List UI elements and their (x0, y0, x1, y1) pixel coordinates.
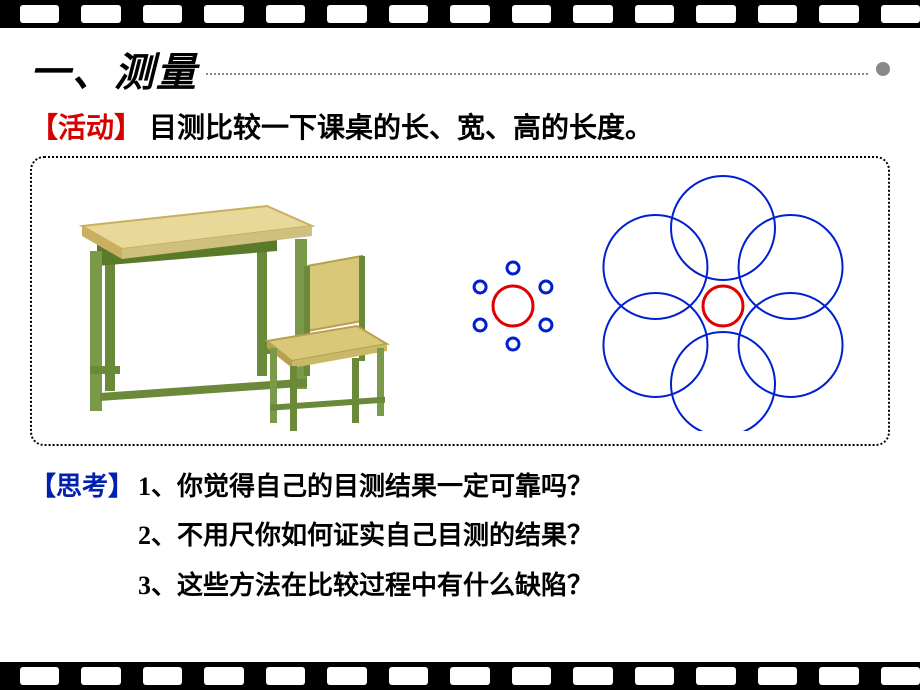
film-hole (20, 667, 59, 685)
film-hole (389, 667, 428, 685)
page-title: 一、测量 (30, 40, 198, 98)
film-hole (758, 667, 797, 685)
film-hole (204, 5, 243, 23)
film-hole (881, 5, 920, 23)
film-hole (881, 667, 920, 685)
film-hole (573, 5, 612, 23)
activity-text: 目测比较一下课桌的长、宽、高的长度。 (149, 113, 653, 144)
think-label: 【思考】 (30, 462, 134, 610)
illustration-box (30, 156, 890, 446)
film-hole (327, 5, 366, 23)
desk-chair-illustration (57, 171, 412, 431)
film-hole (20, 5, 59, 23)
film-hole (204, 667, 243, 685)
film-hole (819, 667, 858, 685)
slide-content: 一、测量 【活动】 目测比较一下课桌的长、宽、高的长度。 (0, 28, 920, 662)
film-hole (266, 667, 305, 685)
title-row: 一、测量 (30, 40, 890, 98)
film-strip-top (0, 0, 920, 28)
film-hole (143, 5, 182, 23)
film-hole (450, 5, 489, 23)
ebbinghaus-illusion (433, 171, 863, 431)
film-hole (758, 5, 797, 23)
think-block: 【思考】 1、你觉得自己的目测结果一定可靠吗？ 2、不用尺你如何证实自己目测的结… (30, 462, 890, 610)
title-dotline (206, 73, 868, 75)
film-hole (81, 5, 120, 23)
film-hole (819, 5, 858, 23)
title-dot (876, 62, 890, 76)
activity-label: 【活动】 (30, 113, 142, 144)
film-hole (266, 5, 305, 23)
film-hole (696, 5, 735, 23)
film-strip-bottom (0, 662, 920, 690)
film-hole (512, 5, 551, 23)
film-hole (635, 667, 674, 685)
film-hole (81, 667, 120, 685)
think-q2: 2、不用尺你如何证实自己目测的结果？ (138, 511, 593, 560)
film-hole (143, 667, 182, 685)
think-q1: 1、你觉得自己的目测结果一定可靠吗？ (138, 462, 593, 511)
activity-row: 【活动】 目测比较一下课桌的长、宽、高的长度。 (30, 106, 890, 146)
film-hole (450, 667, 489, 685)
film-hole (327, 667, 366, 685)
film-hole (635, 5, 674, 23)
film-hole (389, 5, 428, 23)
film-hole (696, 667, 735, 685)
film-hole (573, 667, 612, 685)
think-q3: 3、这些方法在比较过程中有什么缺陷？ (138, 561, 593, 610)
film-hole (512, 667, 551, 685)
